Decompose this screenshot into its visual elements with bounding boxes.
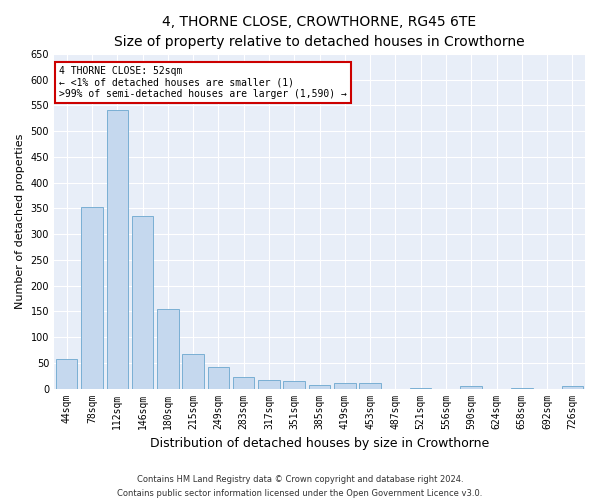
Bar — [233, 376, 254, 388]
Text: 4 THORNE CLOSE: 52sqm
← <1% of detached houses are smaller (1)
>99% of semi-deta: 4 THORNE CLOSE: 52sqm ← <1% of detached … — [59, 66, 347, 98]
Bar — [283, 382, 305, 388]
Title: 4, THORNE CLOSE, CROWTHORNE, RG45 6TE
Size of property relative to detached hous: 4, THORNE CLOSE, CROWTHORNE, RG45 6TE Si… — [114, 15, 525, 48]
Bar — [182, 354, 204, 388]
Y-axis label: Number of detached properties: Number of detached properties — [15, 134, 25, 309]
Bar — [309, 385, 330, 388]
Bar — [56, 359, 77, 388]
Text: Contains HM Land Registry data © Crown copyright and database right 2024.
Contai: Contains HM Land Registry data © Crown c… — [118, 476, 482, 498]
X-axis label: Distribution of detached houses by size in Crowthorne: Distribution of detached houses by size … — [150, 437, 489, 450]
Bar — [132, 216, 153, 388]
Bar — [208, 367, 229, 388]
Bar — [460, 386, 482, 388]
Bar — [562, 386, 583, 388]
Bar — [359, 384, 381, 388]
Bar — [81, 208, 103, 388]
Bar — [107, 110, 128, 388]
Bar — [334, 384, 356, 388]
Bar — [157, 308, 179, 388]
Bar — [258, 380, 280, 388]
